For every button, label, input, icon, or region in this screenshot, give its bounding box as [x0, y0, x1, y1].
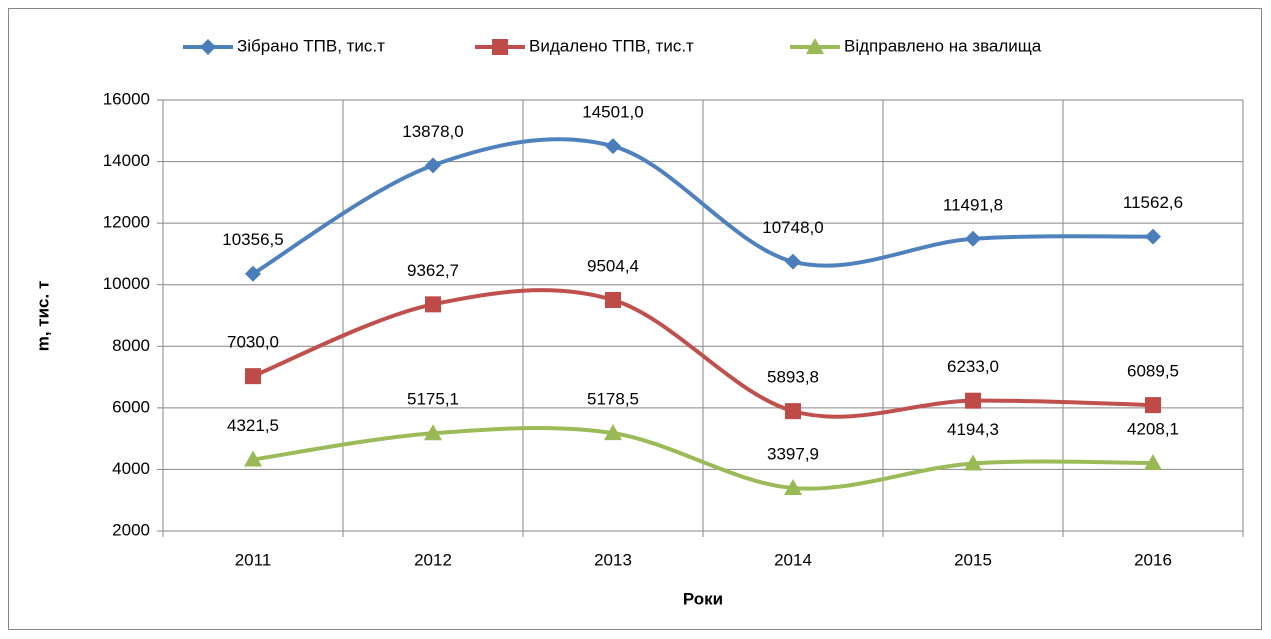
data-label: 11562,6: [1123, 193, 1183, 212]
x-tick-label: 2012: [414, 550, 452, 569]
x-tick-label: 2016: [1134, 550, 1172, 569]
y-tick-label: 14000: [103, 151, 150, 170]
data-label: 9362,7: [407, 261, 459, 280]
marker: [245, 368, 261, 385]
data-label: 10356,5: [222, 230, 283, 249]
y-tick-label: 10000: [103, 274, 150, 293]
marker: [784, 478, 802, 495]
x-tick-label: 2014: [774, 550, 812, 569]
x-axis-label: Роки: [683, 589, 723, 608]
y-tick-label: 12000: [103, 213, 150, 232]
y-axis-label: m, тис. т: [33, 281, 52, 352]
series-line: [251, 425, 1155, 491]
marker: [1145, 228, 1161, 245]
x-tick-label: 2011: [235, 550, 272, 569]
data-label: 14501,0: [582, 103, 643, 122]
data-label: 4321,5: [227, 416, 279, 435]
x-tick-label: 2013: [594, 550, 632, 569]
marker: [605, 291, 621, 308]
data-label: 13878,0: [402, 122, 463, 141]
marker: [605, 138, 621, 155]
marker: [785, 403, 801, 420]
data-label: 5178,5: [587, 390, 639, 409]
data-label: 6089,5: [1127, 362, 1179, 381]
legend-label: Видалено ТПВ, тис.т: [529, 36, 694, 55]
marker: [425, 157, 441, 174]
marker: [492, 39, 508, 55]
y-tick-label: 4000: [112, 459, 150, 478]
y-tick-label: 16000: [103, 89, 150, 108]
data-label: 4194,3: [947, 420, 999, 439]
y-tick-label: 2000: [112, 520, 150, 539]
data-label: 11491,8: [943, 195, 1003, 214]
data-label: 6233,0: [947, 357, 999, 376]
marker: [964, 454, 982, 471]
data-label: 3397,9: [767, 444, 819, 463]
legend-label: Відправлено на звалища: [844, 36, 1042, 55]
data-label: 5893,8: [767, 368, 819, 387]
marker: [1144, 454, 1162, 471]
marker: [424, 424, 442, 441]
data-label: 7030,0: [227, 333, 279, 352]
marker: [965, 392, 981, 409]
marker: [965, 230, 981, 247]
marker: [785, 253, 801, 270]
marker: [245, 265, 261, 282]
marker: [1145, 397, 1161, 414]
marker: [200, 39, 216, 55]
marker: [244, 450, 262, 467]
marker: [806, 38, 824, 54]
data-label: 10748,0: [762, 218, 823, 237]
series-line: [251, 137, 1155, 276]
y-tick-label: 6000: [112, 397, 150, 416]
marker: [425, 296, 441, 313]
series-line: [251, 288, 1155, 419]
data-label: 9504,4: [587, 256, 639, 275]
y-tick-label: 8000: [112, 336, 150, 355]
legend-label: Зібрано ТПВ, тис.т: [237, 36, 385, 55]
chart-border: [8, 8, 1262, 630]
marker: [604, 424, 622, 441]
x-tick-label: 2015: [954, 550, 992, 569]
data-label: 5175,1: [407, 390, 459, 409]
data-label: 4208,1: [1127, 420, 1179, 439]
